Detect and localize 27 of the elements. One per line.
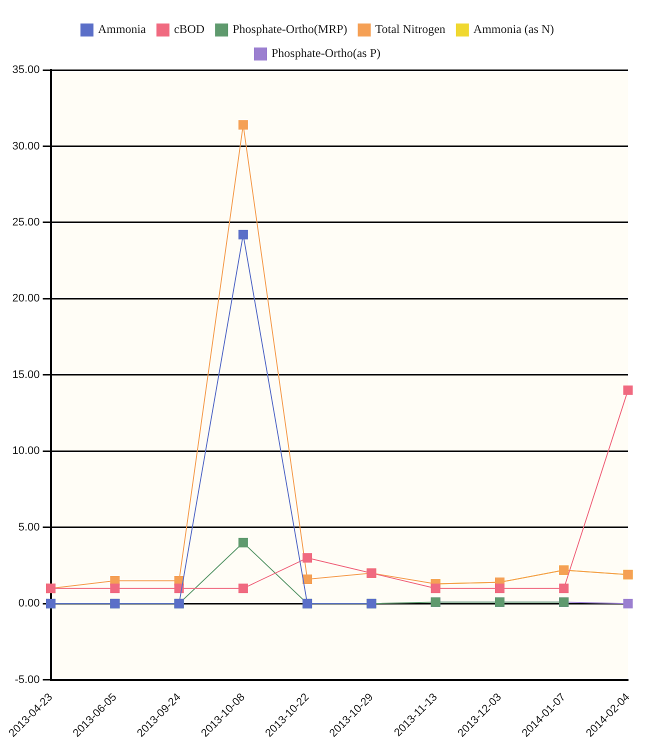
point xyxy=(623,598,633,608)
legend-label: Phosphate-Ortho(as P) xyxy=(272,46,380,60)
point xyxy=(238,584,248,594)
point xyxy=(110,584,120,594)
point xyxy=(238,538,248,548)
point xyxy=(494,584,504,594)
legend-label: cBOD xyxy=(174,22,205,36)
legend-label: Total Nitrogen xyxy=(375,22,446,36)
y-tick-label: 35.00 xyxy=(12,64,40,76)
point xyxy=(302,553,312,563)
y-tick-label: 25.00 xyxy=(12,216,40,228)
y-tick-label: 20.00 xyxy=(12,292,40,305)
point xyxy=(302,574,312,584)
point xyxy=(559,584,569,594)
point xyxy=(238,230,248,240)
point xyxy=(238,120,248,130)
y-tick-label: 15.00 xyxy=(12,368,40,381)
legend-label: Ammonia (as N) xyxy=(473,22,554,36)
point xyxy=(623,385,633,395)
point xyxy=(430,584,440,594)
legend-label: Phosphate-Ortho(MRP) xyxy=(232,22,348,36)
y-tick-label: 5.00 xyxy=(18,521,40,534)
y-tick-label: 30.00 xyxy=(12,140,40,152)
y-tick-label: 10.00 xyxy=(12,445,40,458)
legend-label: Ammonia xyxy=(98,22,147,36)
y-tick-label: -5.00 xyxy=(14,674,40,686)
y-tick-label: 0.00 xyxy=(18,598,40,610)
